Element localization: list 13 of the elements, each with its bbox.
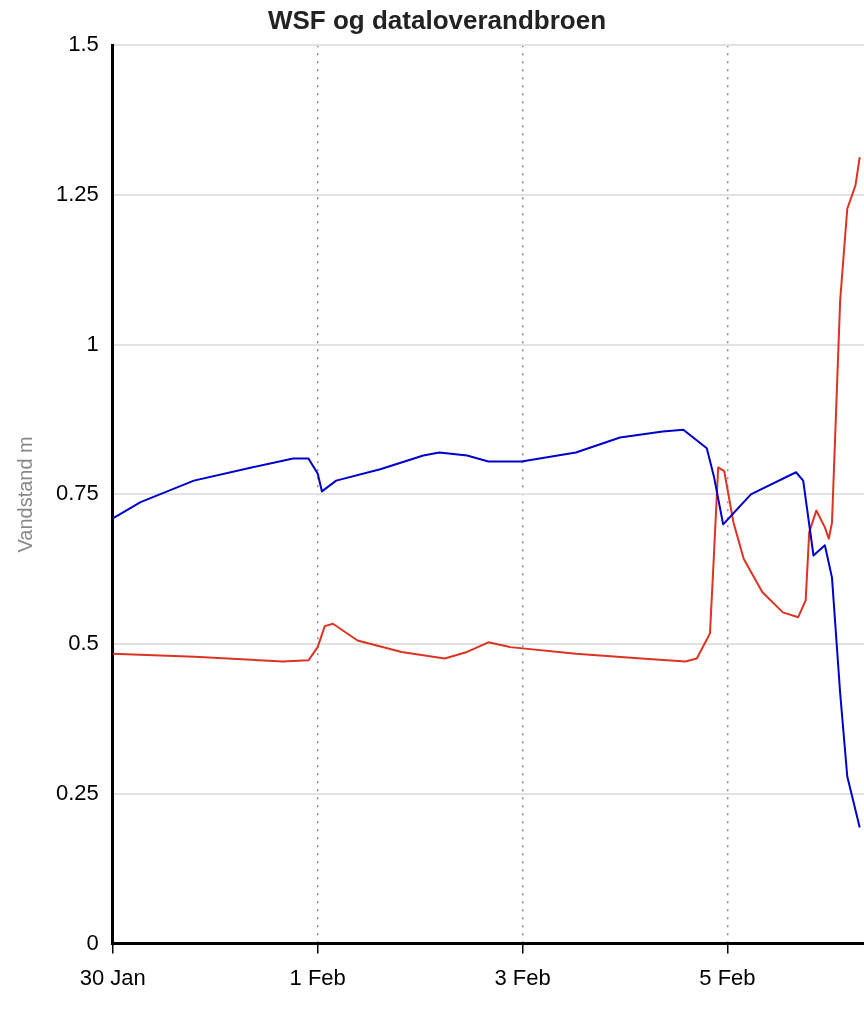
y-tick-label: 0.5 [68,630,99,656]
y-axis-title: Vandstand m [13,436,36,553]
x-tick-label: 3 Feb [494,964,551,990]
y-tick-label: 0.75 [55,480,99,506]
y-tick-label: 1.5 [68,31,99,57]
y-tick-label: 1.25 [55,181,99,206]
x-tick-label: 5 Feb [699,964,756,990]
x-tick-label: 30 Jan [79,964,146,990]
y-tick-label: 0.25 [55,779,99,805]
y-tick-label: 0 [86,929,99,955]
x-tick-label: 1 Feb [289,964,346,990]
chart-title: WSF og dataloverandbroen [267,4,607,35]
y-tick-label: 1 [86,330,99,356]
